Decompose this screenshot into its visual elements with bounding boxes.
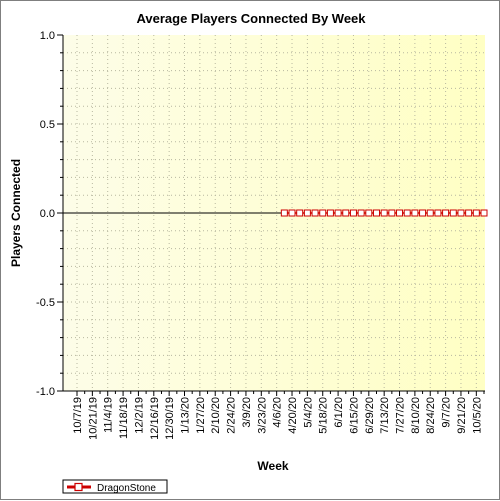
y-tick-label: 1.0 [40,30,55,42]
data-point [442,209,450,217]
y-tick-label: 0.5 [40,119,55,131]
x-tick-label: 5/18/20 [318,397,330,434]
x-tick-label: 1/27/20 [195,397,207,434]
y-axis-label: Players Connected [9,159,23,267]
x-tick-label: 3/23/20 [256,397,268,434]
data-point [434,209,442,217]
data-point [472,209,480,217]
y-tick-label: -1.0 [36,386,55,398]
grid [63,35,485,391]
y-tick-label: -0.5 [36,297,55,309]
x-tick-label: 4/6/20 [272,397,284,428]
y-axis-ticks: 1.0 0.5 0.0 -0.5 -1.0 [36,30,63,398]
x-tick-label: 8/10/20 [410,397,422,434]
data-point [311,209,319,217]
data-point [357,209,365,217]
x-tick-label: 12/2/19 [133,397,145,434]
x-tick-label: 4/20/20 [287,397,299,434]
x-tick-label: 10/7/19 [72,397,84,434]
data-point [303,209,311,217]
data-point [465,209,473,217]
x-axis-ticks: 10/7/19 10/21/19 11/4/19 11/18/19 12/2/19 12/… [72,391,485,440]
x-tick-label: 11/18/19 [118,397,130,439]
x-tick-label: 9/21/20 [456,397,468,434]
x-axis-label: Week [257,459,288,473]
data-point [319,209,327,217]
x-tick-label: 8/24/20 [425,397,437,434]
legend-entry-dragonstone: DragonStone [97,483,156,494]
x-tick-label: 10/5/20 [471,397,483,434]
series-dragonstone [280,209,488,217]
data-point [288,209,296,217]
x-tick-label: 3/9/20 [241,397,253,428]
x-tick-label: 7/27/20 [395,397,407,434]
data-point [403,209,411,217]
x-tick-label: 7/13/20 [379,397,391,434]
data-point [280,209,288,217]
data-point [349,209,357,217]
x-tick-label: 5/4/20 [302,397,314,428]
x-tick-label: 12/30/19 [164,397,176,440]
chart-title: Average Players Connected By Week [136,11,366,26]
x-tick-label: 11/4/19 [103,397,115,433]
x-tick-label: 6/15/20 [348,397,360,434]
x-tick-label: 6/29/20 [364,397,376,434]
legend-swatch-marker [74,482,83,492]
data-point [372,209,380,217]
data-point [388,209,396,217]
x-tick-label: 1/13/20 [180,397,192,434]
data-point [426,209,434,217]
data-point [380,209,388,217]
x-tick-label: 12/16/19 [149,397,161,440]
legend-box [62,479,168,494]
x-tick-label: 10/21/19 [87,397,99,440]
x-tick-label: 6/1/20 [333,397,345,428]
data-point [342,209,350,217]
data-point [365,209,373,217]
data-point [334,209,342,217]
legend: DragonStone [62,479,168,494]
data-point [449,209,457,217]
x-tick-label: 2/10/20 [210,397,222,434]
data-point [480,209,488,217]
data-point [457,209,465,217]
x-tick-label: 2/24/20 [226,397,238,434]
data-point [419,209,427,217]
data-point [396,209,404,217]
y-tick-label: 0.0 [40,208,55,220]
data-point [326,209,334,217]
x-tick-label: 9/7/20 [441,397,453,428]
data-point [411,209,419,217]
data-point [296,209,304,217]
